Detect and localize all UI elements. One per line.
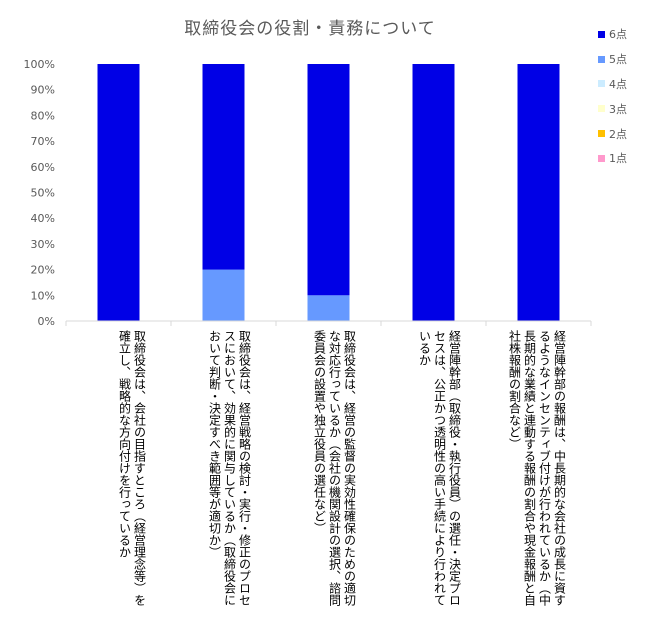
- category-label: 取締役会は、経営の監督の実効性確保のための適切な対応行っているか（会社の機関設計…: [312, 330, 357, 606]
- legend-item: 6点: [598, 22, 627, 47]
- legend-label: 4点: [609, 77, 627, 91]
- legend-swatch: [598, 80, 605, 88]
- category-label: 経営陣幹部の報酬は、中長期的な会社の成長に資するようなインセンティブ付けが行われ…: [507, 330, 567, 606]
- bar-segment: [202, 64, 245, 270]
- y-tick-label: 60%: [31, 161, 55, 174]
- legend-swatch: [598, 130, 605, 138]
- legend-item: 3点: [598, 96, 627, 121]
- bar-segment: [202, 269, 245, 321]
- legend-label: 6点: [609, 28, 627, 42]
- legend-label: 2点: [609, 127, 627, 141]
- legend-label: 1点: [609, 152, 627, 166]
- bar-segment: [307, 64, 350, 296]
- chart-title: 取締役会の役割・責務について: [184, 19, 436, 39]
- y-tick-label: 0%: [38, 315, 55, 328]
- y-tick-label: 10%: [31, 289, 55, 302]
- legend-swatch: [598, 105, 605, 113]
- legend-item: 1点: [598, 146, 627, 171]
- bar-segment: [97, 64, 140, 321]
- legend-swatch: [598, 55, 605, 63]
- bar-segment: [412, 64, 455, 321]
- legend-item: 5点: [598, 47, 627, 72]
- bar-segment: [517, 64, 560, 321]
- y-tick-label: 100%: [24, 58, 55, 71]
- y-tick-label: 50%: [31, 187, 55, 200]
- y-tick-label: 70%: [31, 135, 55, 148]
- y-tick-label: 90%: [31, 84, 55, 97]
- legend-item: 4点: [598, 72, 627, 97]
- category-label: 取締役会は、経営戦略の検討・実行・修正のプロセスにおいて、効果的に関与しているか…: [207, 330, 252, 606]
- legend-label: 5点: [609, 53, 627, 67]
- y-tick-label: 80%: [31, 109, 55, 122]
- y-tick-label: 20%: [31, 264, 55, 277]
- legend-label: 3点: [609, 102, 627, 116]
- chart-legend: 6点 5点 4点 3点 2点 1点: [598, 22, 627, 171]
- bar-segment: [307, 295, 350, 321]
- legend-swatch: [598, 154, 605, 162]
- legend-item: 2点: [598, 121, 627, 146]
- y-tick-label: 30%: [31, 238, 55, 251]
- legend-swatch: [598, 30, 605, 38]
- category-label: 経営陣幹部（取締役・執行役員）の選任・決定プロセスは、公正かつ透明性の高い手続に…: [417, 330, 462, 606]
- category-label: 取締役会は、会社の目指すところ（経営理念等）を確立し、戦略的な方向付けを行ってい…: [117, 330, 147, 606]
- y-tick-label: 40%: [31, 212, 55, 225]
